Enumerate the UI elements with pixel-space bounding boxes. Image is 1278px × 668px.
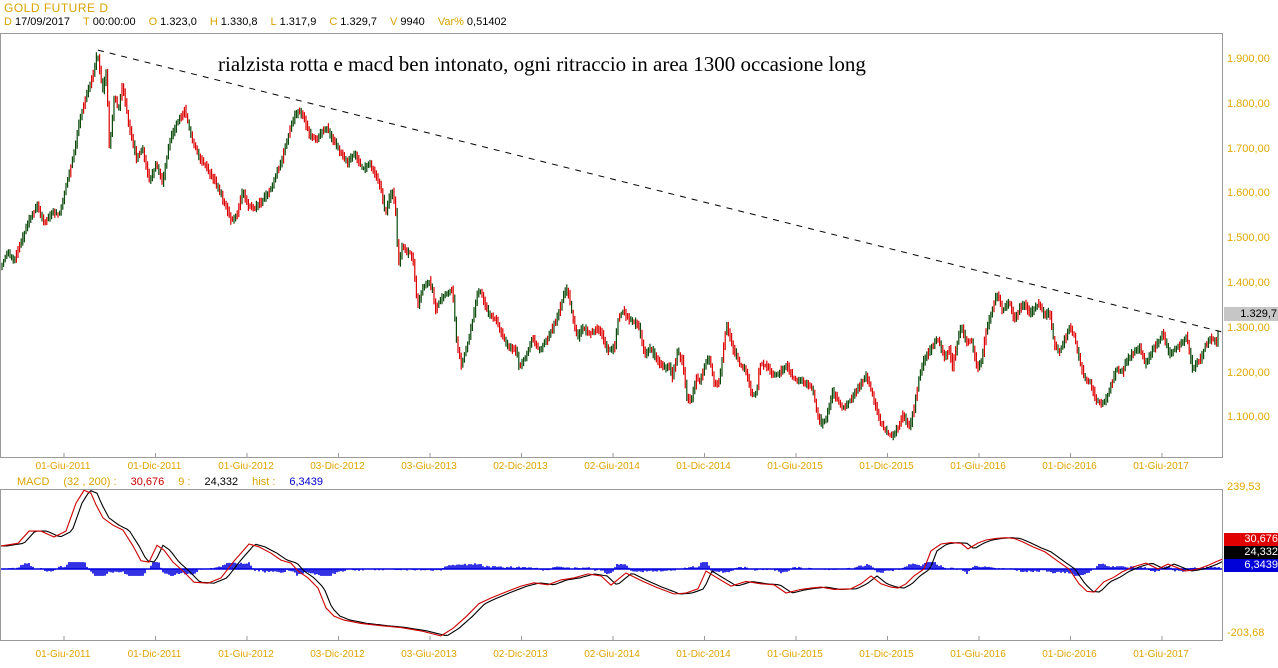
ohlc-field-value: 17/09/2017 xyxy=(14,16,71,28)
macd-header-readout: MACD (32 , 200) : 30,676 9 : 24,332 hist : 6,3… xyxy=(17,476,337,488)
price-tick-label: 1.500,00 xyxy=(1227,232,1270,245)
macd-current-value-box: 30,676 xyxy=(1224,533,1278,546)
macd-header-item: 9 : xyxy=(178,476,191,488)
ohlc-field-label: V xyxy=(389,16,398,28)
ohlc-field-label: H xyxy=(209,16,218,28)
date-tick-label: 01-Dic-2015 xyxy=(859,649,914,660)
macd-current-value-box: 6,3439 xyxy=(1224,559,1278,572)
macd-y-max-label: 239,53 xyxy=(1227,481,1261,493)
date-tick-label: 01-Giu-2016 xyxy=(950,649,1006,660)
ohlc-field-label: O xyxy=(148,16,158,28)
price-tick-label: 1.700,00 xyxy=(1227,142,1270,155)
macd-chart-panel xyxy=(0,489,1223,641)
price-chart-panel xyxy=(0,33,1223,458)
date-tick-label: 01-Dic-2016 xyxy=(1042,649,1097,660)
ohlc-field-value: 1.329,7 xyxy=(340,16,377,28)
macd-y-min-label: -203,68 xyxy=(1227,627,1265,639)
macd-header-item: 30,676 xyxy=(130,476,165,488)
macd-chart-canvas[interactable] xyxy=(1,490,1222,640)
ohlc-field-value: 0,51402 xyxy=(466,16,507,28)
macd-header-item: MACD xyxy=(17,476,50,488)
date-tick-label: 01-Giu-2012 xyxy=(218,461,274,472)
macd-header-item: (32 , 200) : xyxy=(63,476,117,488)
date-tick-label: 01-Giu-2011 xyxy=(35,461,91,472)
ohlc-field-label: D xyxy=(4,16,12,28)
chart-annotation-text: rialzista rotta e macd ben intonato, ogn… xyxy=(218,52,866,76)
date-tick-label: 01-Giu-2012 xyxy=(218,649,274,660)
date-tick-label: 02-Dic-2013 xyxy=(493,649,548,660)
ohlc-field-label: T xyxy=(83,16,90,28)
date-tick-label: 01-Dic-2015 xyxy=(859,461,914,472)
ohlc-field-value: 1.330,8 xyxy=(220,16,258,28)
date-tick-label: 01-Dic-2011 xyxy=(127,461,182,472)
ohlc-field-label: L xyxy=(270,16,277,28)
price-chart-canvas[interactable] xyxy=(1,34,1222,457)
date-tick-label: 03-Giu-2013 xyxy=(401,461,457,472)
macd-header-item: 24,332 xyxy=(204,476,239,488)
date-tick-label: 02-Giu-2014 xyxy=(584,461,640,472)
date-tick-label: 01-Giu-2015 xyxy=(767,649,823,660)
price-tick-label: 1.800,00 xyxy=(1227,97,1270,110)
ohlc-field-label: Var% xyxy=(437,16,464,28)
date-tick-label: 01-Giu-2011 xyxy=(35,649,91,660)
macd-header-item: hist : xyxy=(252,476,276,488)
date-tick-label: 01-Dic-2014 xyxy=(676,649,731,660)
price-tick-label: 1.200,00 xyxy=(1227,366,1270,379)
ohlc-readout: D 17/09/2017 T 00:00:00 O 1.323,0 H 1.330,8 L 1.3… xyxy=(4,16,520,28)
ohlc-field-value: 9940 xyxy=(400,16,425,28)
price-tick-label: 1.100,00 xyxy=(1227,411,1270,424)
price-tick-label: 1.900,00 xyxy=(1227,53,1270,66)
date-tick-label: 01-Giu-2017 xyxy=(1133,461,1189,472)
macd-header-item: 6,3439 xyxy=(289,476,324,488)
ohlc-field-value: 1.317,9 xyxy=(279,16,317,28)
price-tick-label: 1.400,00 xyxy=(1227,277,1270,290)
date-tick-label: 01-Dic-2016 xyxy=(1042,461,1097,472)
date-tick-label: 01-Giu-2015 xyxy=(767,461,823,472)
instrument-title: GOLD FUTURE D xyxy=(4,1,109,15)
date-tick-label: 01-Giu-2016 xyxy=(950,461,1006,472)
ohlc-field-value: 1.323,0 xyxy=(160,16,197,28)
price-tick-label: 1.600,00 xyxy=(1227,187,1270,200)
date-tick-label: 01-Dic-2011 xyxy=(127,649,182,660)
last-price-badge: 1.329,7 xyxy=(1224,307,1278,321)
date-tick-label: 03-Giu-2013 xyxy=(401,649,457,660)
date-tick-label: 01-Giu-2017 xyxy=(1133,649,1189,660)
macd-current-value-box: 24,332 xyxy=(1224,546,1278,559)
date-tick-label: 02-Giu-2014 xyxy=(584,649,640,660)
date-tick-label: 03-Dic-2012 xyxy=(310,649,365,660)
ohlc-field-label: C xyxy=(329,16,338,28)
date-tick-label: 01-Dic-2014 xyxy=(676,461,731,472)
ohlc-field-value: 00:00:00 xyxy=(92,16,136,28)
date-tick-label: 02-Dic-2013 xyxy=(493,461,548,472)
date-tick-label: 03-Dic-2012 xyxy=(310,461,365,472)
price-tick-label: 1.300,00 xyxy=(1227,321,1270,334)
